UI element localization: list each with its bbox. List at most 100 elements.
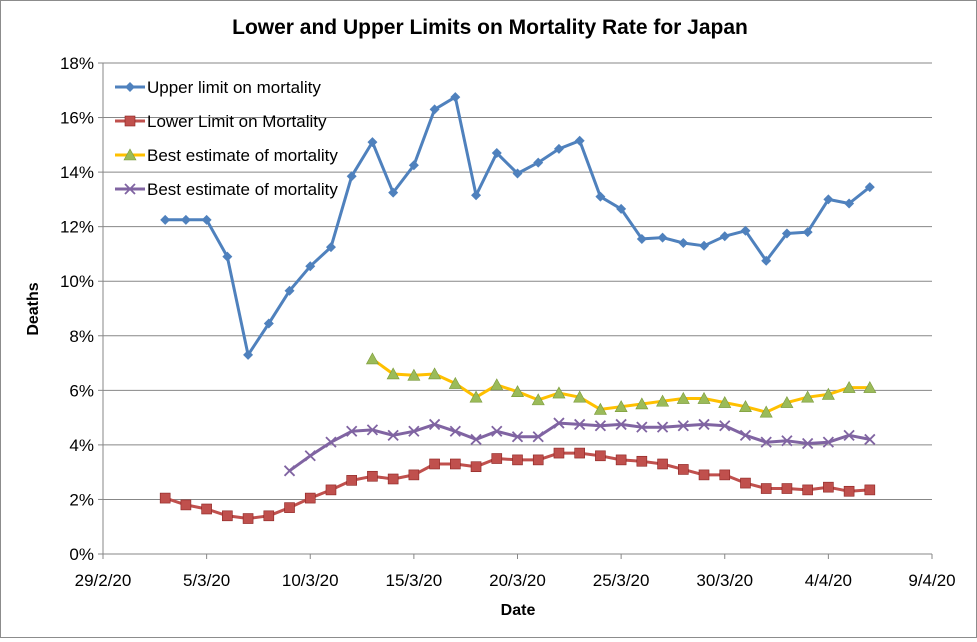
x-tick-label: 29/2/20: [75, 571, 132, 590]
data-point: [698, 469, 710, 481]
data-point: [864, 182, 875, 193]
data-point: [699, 240, 710, 251]
data-point: [408, 160, 419, 171]
data-point: [697, 391, 711, 404]
data-point: [470, 433, 482, 446]
data-point: [531, 393, 545, 406]
data-point: [325, 484, 337, 496]
data-point: [739, 429, 752, 441]
data-point: [511, 431, 524, 443]
data-point: [593, 402, 607, 415]
axes: [102, 63, 932, 555]
data-point: [802, 484, 813, 496]
x-axis-ticks: 29/2/20 5/3/20 10/3/20 15/3/20 20/3/20 25/3/2…: [75, 554, 956, 590]
data-point: [160, 214, 171, 225]
data-point: [823, 194, 834, 205]
legend-label: Best estimate of mortality: [147, 146, 338, 165]
data-point: [367, 470, 378, 482]
series-3: [365, 352, 877, 418]
data-point: [656, 421, 669, 433]
data-point: [864, 433, 876, 446]
legend-label: Best estimate of mortality: [147, 180, 338, 199]
data-point: [304, 450, 316, 462]
data-point: [429, 104, 440, 115]
series-1: [160, 92, 875, 360]
data-point: [616, 203, 627, 214]
data-point: [366, 424, 379, 436]
data-point: [801, 390, 815, 403]
legend-item: Upper limit on mortality: [115, 78, 321, 97]
legend: Upper limit on mortality Lower Limit on M…: [115, 78, 338, 199]
y-tick-label: 8%: [69, 327, 94, 346]
y-tick-label: 14%: [60, 163, 94, 182]
data-point: [843, 485, 855, 497]
data-point: [656, 394, 670, 407]
data-point: [283, 465, 296, 477]
data-point: [823, 481, 834, 493]
data-point: [738, 400, 752, 412]
data-point: [760, 483, 772, 494]
data-point: [387, 429, 399, 441]
data-point: [780, 395, 794, 408]
legend-label: Upper limit on mortality: [147, 78, 321, 97]
data-point: [864, 484, 876, 496]
data-point: [491, 148, 502, 159]
data-point: [512, 454, 523, 466]
data-point: [615, 454, 627, 466]
data-point: [657, 458, 668, 470]
data-point: [615, 418, 627, 431]
series-2: [159, 447, 876, 524]
data-point: [180, 499, 192, 511]
data-point: [304, 492, 316, 504]
data-point: [490, 378, 504, 391]
data-point: [677, 464, 689, 475]
series-line: [165, 95, 871, 357]
data-point: [365, 352, 379, 365]
data-point: [718, 395, 732, 408]
data-point: [761, 255, 772, 266]
data-point: [760, 436, 772, 448]
series-4: [283, 417, 876, 477]
x-tick-label: 4/4/20: [805, 571, 852, 590]
x-tick-label: 30/3/20: [696, 571, 753, 590]
data-point: [242, 513, 254, 524]
data-point: [263, 510, 275, 522]
data-point: [284, 285, 295, 296]
data-point: [740, 477, 751, 489]
y-tick-label: 6%: [69, 381, 94, 400]
data-point: [698, 418, 710, 431]
data-point: [243, 349, 254, 360]
data-point: [781, 483, 793, 494]
data-point: [450, 458, 461, 470]
legend-marker: [123, 148, 137, 161]
data-point: [595, 191, 606, 202]
x-tick-label: 25/3/20: [593, 571, 650, 590]
x-tick-label: 5/3/20: [183, 571, 230, 590]
data-point: [802, 227, 813, 238]
data-point: [781, 435, 793, 447]
data-point: [263, 318, 274, 329]
data-point: [614, 400, 628, 412]
y-tick-label: 4%: [69, 436, 94, 455]
data-point: [533, 157, 544, 168]
data-point: [491, 453, 503, 464]
data-point: [552, 386, 566, 399]
y-tick-label: 10%: [60, 272, 94, 291]
data-point: [677, 420, 689, 432]
data-point: [759, 405, 773, 418]
data-point: [284, 502, 295, 513]
legend-item: Best estimate of mortality: [115, 146, 338, 165]
data-point: [512, 168, 523, 179]
data-point: [843, 429, 855, 441]
x-tick-label: 15/3/20: [386, 571, 443, 590]
data-point: [346, 425, 358, 437]
y-axis-ticks: 0% 2% 4% 6% 8% 10% 12% 14% 16% 18%: [60, 54, 103, 564]
series-line: [288, 421, 871, 473]
data-point: [367, 137, 378, 148]
legend-label: Lower Limit on Mortality: [147, 112, 327, 131]
data-point: [386, 367, 400, 380]
data-point: [429, 458, 440, 470]
data-point: [325, 436, 337, 448]
data-point: [532, 431, 544, 443]
